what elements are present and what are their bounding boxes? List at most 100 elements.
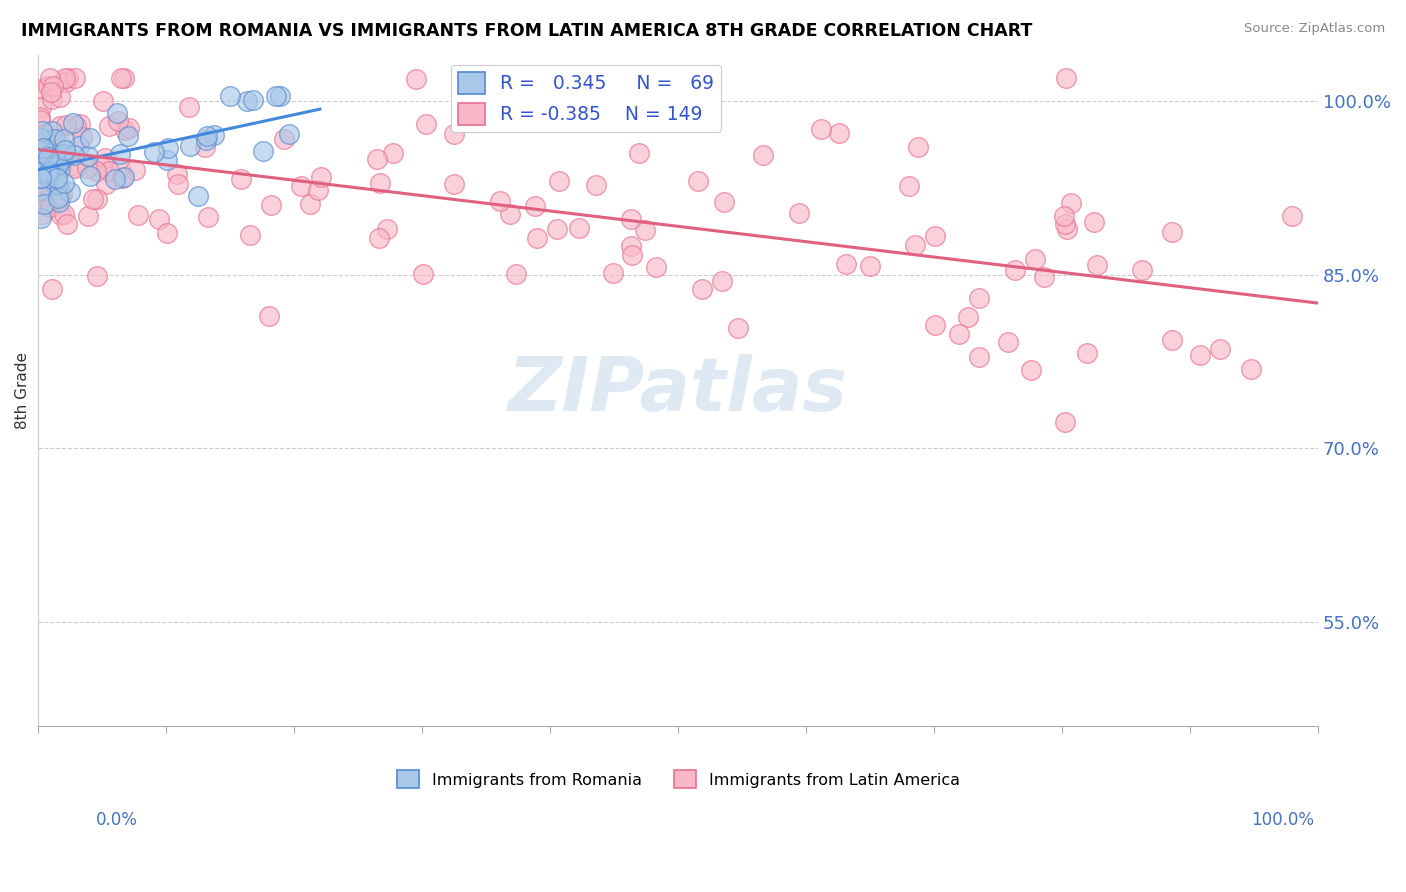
Point bbox=[366, 152, 388, 166]
Point bbox=[187, 188, 209, 202]
Point bbox=[52, 176, 75, 190]
Point bbox=[1160, 333, 1182, 347]
Point bbox=[368, 231, 391, 245]
Point bbox=[156, 153, 179, 168]
Point bbox=[108, 161, 131, 175]
Point bbox=[98, 119, 121, 133]
Point bbox=[564, 71, 586, 86]
Point bbox=[37, 169, 59, 183]
Point bbox=[91, 95, 114, 109]
Point bbox=[41, 124, 63, 138]
Point bbox=[28, 112, 51, 127]
Point bbox=[39, 162, 62, 177]
Point bbox=[166, 167, 188, 181]
Point bbox=[1004, 263, 1026, 277]
Point bbox=[41, 78, 63, 93]
Point bbox=[49, 188, 72, 202]
Point bbox=[35, 142, 58, 156]
Point bbox=[55, 149, 77, 163]
Point bbox=[202, 128, 225, 142]
Point bbox=[46, 192, 69, 206]
Point bbox=[787, 206, 810, 220]
Point bbox=[546, 222, 568, 236]
Point bbox=[28, 183, 51, 197]
Point bbox=[239, 227, 262, 242]
Point bbox=[195, 129, 218, 144]
Point bbox=[273, 132, 295, 146]
Point bbox=[48, 119, 70, 133]
Point bbox=[104, 172, 127, 186]
Point bbox=[156, 226, 179, 240]
Point bbox=[48, 195, 70, 210]
Point bbox=[28, 159, 51, 173]
Point bbox=[44, 145, 66, 160]
Point bbox=[835, 257, 858, 271]
Point bbox=[59, 186, 82, 200]
Point bbox=[307, 183, 329, 197]
Point bbox=[86, 268, 108, 283]
Point bbox=[91, 161, 114, 175]
Point bbox=[264, 88, 287, 103]
Point bbox=[38, 164, 60, 178]
Point bbox=[32, 141, 55, 155]
Legend: Immigrants from Romania, Immigrants from Latin America: Immigrants from Romania, Immigrants from… bbox=[391, 764, 966, 795]
Point bbox=[66, 159, 89, 173]
Point bbox=[1240, 361, 1263, 376]
Point bbox=[30, 211, 52, 226]
Point bbox=[37, 162, 59, 177]
Point bbox=[924, 318, 946, 332]
Point bbox=[907, 140, 929, 154]
Point bbox=[52, 132, 75, 146]
Point bbox=[1054, 71, 1077, 86]
Point bbox=[86, 192, 108, 206]
Point bbox=[31, 124, 53, 138]
Point bbox=[620, 239, 643, 253]
Point bbox=[415, 117, 437, 131]
Point bbox=[375, 222, 398, 236]
Point bbox=[526, 231, 548, 245]
Point bbox=[38, 71, 60, 86]
Point bbox=[488, 194, 510, 208]
Point bbox=[38, 164, 60, 178]
Point bbox=[236, 94, 259, 108]
Point bbox=[84, 164, 107, 178]
Point bbox=[48, 191, 70, 205]
Point bbox=[53, 143, 76, 157]
Point bbox=[98, 164, 121, 178]
Point bbox=[77, 209, 100, 223]
Point bbox=[30, 145, 52, 160]
Point bbox=[67, 138, 90, 153]
Point bbox=[167, 177, 190, 191]
Point bbox=[46, 158, 69, 172]
Point bbox=[859, 260, 882, 274]
Point bbox=[110, 71, 132, 86]
Point bbox=[124, 163, 146, 178]
Point bbox=[298, 197, 321, 211]
Point bbox=[412, 267, 434, 281]
Point bbox=[30, 82, 52, 96]
Point bbox=[585, 178, 607, 192]
Point bbox=[51, 208, 73, 222]
Point bbox=[252, 144, 274, 158]
Point bbox=[34, 127, 56, 141]
Point bbox=[28, 165, 51, 179]
Point bbox=[76, 161, 98, 175]
Point bbox=[1021, 363, 1043, 377]
Point bbox=[967, 291, 990, 305]
Text: Source: ZipAtlas.com: Source: ZipAtlas.com bbox=[1244, 22, 1385, 36]
Point bbox=[48, 161, 70, 176]
Point bbox=[260, 197, 283, 211]
Point bbox=[219, 88, 242, 103]
Point bbox=[443, 177, 465, 191]
Text: 0.0%: 0.0% bbox=[96, 811, 138, 829]
Point bbox=[1076, 346, 1098, 360]
Point bbox=[105, 106, 128, 120]
Point bbox=[56, 71, 79, 86]
Point bbox=[194, 133, 217, 147]
Point bbox=[117, 129, 139, 144]
Point bbox=[38, 171, 60, 186]
Point bbox=[194, 140, 217, 154]
Point bbox=[710, 273, 733, 287]
Point bbox=[65, 119, 87, 133]
Y-axis label: 8th Grade: 8th Grade bbox=[15, 352, 30, 429]
